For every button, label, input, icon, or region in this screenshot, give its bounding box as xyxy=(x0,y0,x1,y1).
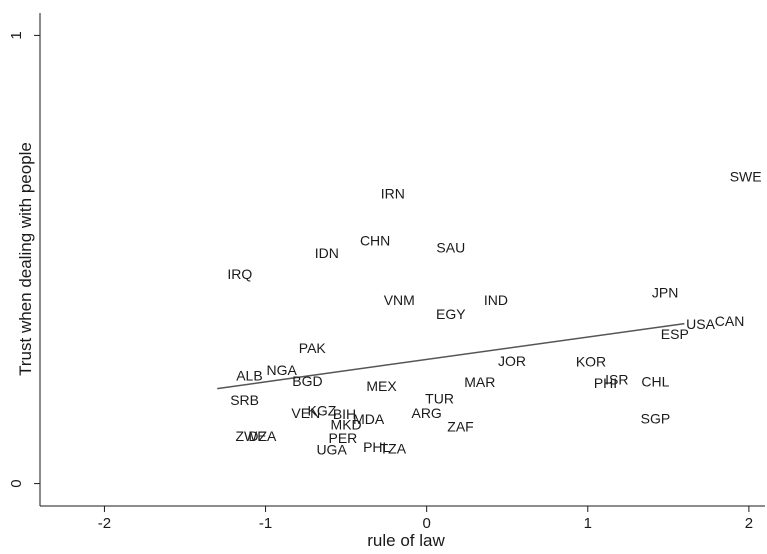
point-label: CAN xyxy=(715,313,745,329)
x-tick-label: -2 xyxy=(98,515,111,532)
point-label: BGD xyxy=(292,373,322,389)
point-label: SWE xyxy=(730,169,762,185)
y-ticks: 01 xyxy=(8,31,40,488)
x-tick-label: -1 xyxy=(259,515,272,532)
point-label: SAU xyxy=(436,239,465,255)
point-label: MAR xyxy=(464,374,495,390)
point-label: ISR xyxy=(605,372,628,388)
point-label: PER xyxy=(328,430,357,446)
point-label: IRQ xyxy=(227,266,252,282)
fit-line-layer xyxy=(217,322,685,390)
x-ticks: -2 -1 0 1 2 xyxy=(98,506,753,532)
point-label: BIH xyxy=(333,406,356,422)
point-label: ALB xyxy=(236,368,262,384)
point-label: ZWE xyxy=(236,428,267,444)
x-tick-label: 0 xyxy=(422,515,430,532)
point-label: PHL xyxy=(363,439,390,455)
point-label: ARG xyxy=(411,405,441,421)
point-label: SRB xyxy=(230,392,259,408)
point-label: EGY xyxy=(436,306,466,322)
point-label: MDA xyxy=(353,411,385,427)
point-label: DZA xyxy=(248,428,277,444)
point-label: KOR xyxy=(576,354,606,370)
y-tick-label: 1 xyxy=(8,31,25,39)
point-label: SGP xyxy=(641,411,671,427)
point-label: USA xyxy=(686,316,715,332)
y-axis-label: Trust when dealing with people xyxy=(16,142,35,376)
point-label: IRN xyxy=(381,186,405,202)
point-label: JPN xyxy=(652,285,678,301)
point-label: JOR xyxy=(498,353,526,369)
point-label: PAK xyxy=(299,340,327,356)
point-label: VEN xyxy=(291,405,320,421)
x-tick-label: 1 xyxy=(584,515,592,532)
point-label: UGA xyxy=(316,442,347,458)
point-label: ESP xyxy=(661,326,689,342)
y-tick-label: 0 xyxy=(8,479,25,487)
x-tick-label: 2 xyxy=(745,515,753,532)
point-label: IND xyxy=(484,292,508,308)
point-label: MKD xyxy=(331,416,362,432)
x-axis-label: rule of law xyxy=(367,531,445,550)
point-label: MEX xyxy=(366,378,397,394)
point-label: IDN xyxy=(315,245,339,261)
point-label: ZAF xyxy=(447,419,473,435)
point-label: KGZ xyxy=(308,403,337,419)
point-label: CHN xyxy=(360,233,390,249)
point-label: TUR xyxy=(425,390,454,406)
point-label: NGA xyxy=(266,362,297,378)
plot-area xyxy=(40,13,765,506)
point-label: PHI xyxy=(594,375,617,391)
fit-line xyxy=(217,322,685,390)
point-label: CHL xyxy=(641,373,669,389)
point-label: VNM xyxy=(384,292,415,308)
point-label: TZA xyxy=(380,441,407,457)
